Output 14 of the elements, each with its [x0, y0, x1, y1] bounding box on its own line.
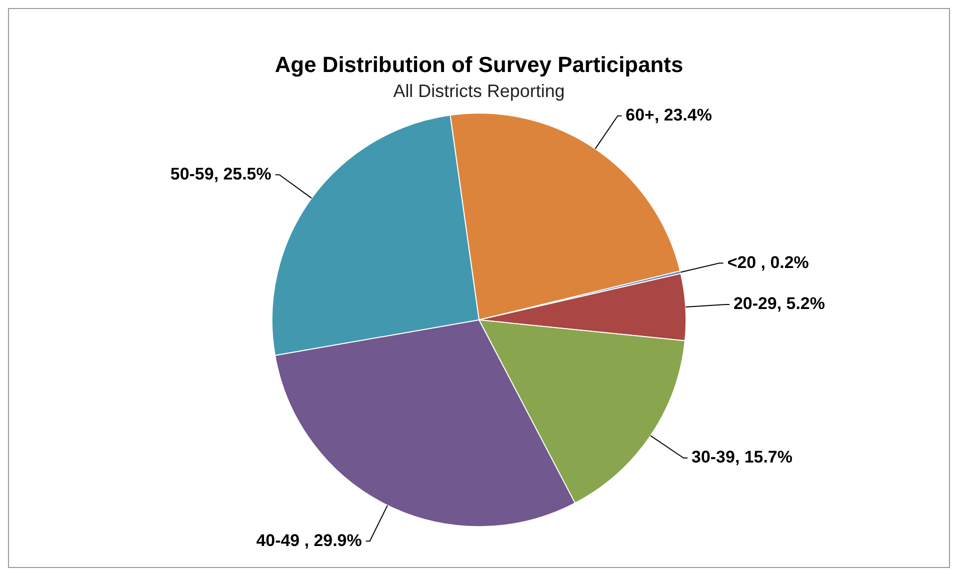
slice-label: 20-29 — [733, 294, 777, 314]
data-label: , 15.7% — [734, 448, 792, 467]
slice-label: 50-59 — [170, 164, 214, 184]
data-label: , 25.5% — [214, 164, 272, 184]
data-label: , 5.2% — [776, 294, 825, 314]
chart-title: Age Distribution of Survey Participants — [274, 52, 684, 78]
slice-label: <20 — [727, 252, 761, 272]
slice-label: 40-49 — [256, 530, 304, 550]
data-label: , 0.2% — [760, 252, 809, 272]
chart-subtitle: All Districts Reporting — [393, 80, 565, 101]
data-label: , 23.4% — [654, 106, 712, 124]
slice-label: 30-39 — [692, 448, 735, 467]
data-label: , 29.9% — [304, 530, 362, 550]
slice-label: 60+ — [626, 106, 655, 124]
